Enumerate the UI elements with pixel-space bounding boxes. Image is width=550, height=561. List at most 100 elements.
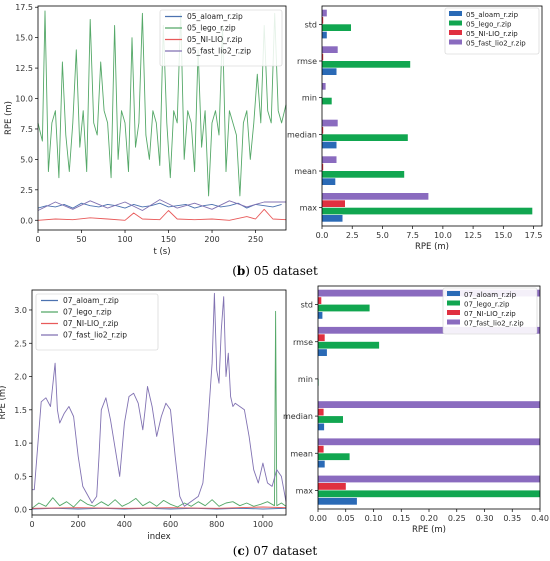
y-tick-label: 2.5: [20, 186, 33, 195]
bar-mean: [318, 460, 325, 468]
chart-07-line: 0 200 400 600 800 1000 0.0 0.5 1.0 1.5 2.0 2.5 3.0 in…: [0, 289, 287, 542]
category-label: median: [283, 412, 313, 421]
x-tick-label: 800: [209, 520, 224, 529]
x-tick-label: 0.15: [392, 514, 410, 523]
category-label: mean: [294, 167, 317, 176]
legend-label: 07_fast_lio2_r.zip: [464, 320, 524, 328]
x-tick-label: 17.5: [525, 231, 543, 240]
category-label: median: [287, 130, 317, 139]
x-tick-label: 400: [117, 520, 132, 529]
caption-paren-close: ): [245, 264, 250, 278]
series-line: [37, 199, 286, 211]
y-tick-label: 1.0: [14, 439, 27, 448]
bar-std: [318, 289, 540, 297]
bar-mean: [318, 438, 540, 446]
bar-median: [318, 401, 540, 408]
legend-label: 05_fast_lio2_r.zip: [466, 40, 526, 48]
bar-median: [322, 127, 324, 134]
bar-max: [322, 193, 429, 200]
x-tick-label: 10.0: [434, 231, 452, 240]
legend-swatch: [447, 319, 460, 325]
caption-bottom: (c) 07 dataset: [233, 544, 318, 558]
x-tick-label: 7.5: [406, 231, 419, 240]
bar-rmse: [318, 349, 327, 356]
legend: 07_aloam_r.zip07_lego_r.zip07_NI-LIO_r.z…: [442, 287, 538, 335]
bar-rmse: [318, 326, 540, 334]
series-line: [31, 310, 287, 509]
bar-max: [322, 215, 343, 222]
x-tick-label: 0.30: [476, 514, 494, 523]
category-label: std: [301, 301, 313, 310]
category-label: std: [305, 20, 317, 29]
x-tick-label: 200: [71, 520, 86, 529]
bar-median: [322, 141, 337, 149]
caption-paren-close: ): [245, 544, 250, 558]
bar-max: [322, 200, 345, 207]
y-tick-label: 7.5: [20, 125, 33, 134]
bar-mean: [318, 445, 324, 453]
legend-swatch: [449, 39, 462, 45]
legend-swatch: [447, 300, 460, 306]
plot-area: [321, 5, 543, 227]
bar-std: [322, 9, 327, 17]
bar-mean: [318, 453, 350, 461]
legend-box: [442, 287, 538, 335]
bar-min: [322, 83, 326, 90]
bar-min: [322, 97, 332, 105]
x-tick-label: 250: [248, 235, 263, 244]
bar-mean: [322, 171, 405, 178]
legend-swatch: [449, 20, 462, 26]
caption-text: 07 dataset: [249, 544, 317, 558]
legend-label: 07_aloam_r.zip: [464, 291, 517, 299]
y-tick-label: 15.0: [15, 34, 33, 43]
y-tick-label: 0.0: [20, 216, 33, 225]
bar-max: [318, 497, 357, 505]
category-label: rmse: [297, 57, 317, 66]
legend-box: [444, 7, 540, 55]
y-tick-label: 12.5: [15, 64, 33, 73]
caption-paren-open: (: [233, 544, 238, 558]
x-tick-label: 100: [117, 235, 132, 244]
category-label: max: [300, 204, 318, 213]
y-tick-label: 5.0: [20, 155, 33, 164]
category-label: max: [296, 486, 314, 495]
bar-max: [318, 490, 540, 498]
bar-median: [318, 408, 324, 416]
x-tick-label: 0.0: [316, 231, 329, 240]
bar-rmse: [318, 334, 325, 342]
bar-rmse: [322, 68, 337, 75]
category-label: min: [302, 94, 317, 103]
series-line: [32, 292, 287, 507]
legend-swatch: [449, 11, 462, 16]
legend-swatch: [449, 30, 462, 35]
bar-std: [322, 17, 324, 24]
y-axis-label: RPE (m): [4, 101, 14, 135]
chart-05-bar: max mean median min rmse std 0.0 2.5 5.0 7.5 10.0 1…: [287, 5, 543, 252]
legend-label: 07_lego_r.zip: [464, 301, 510, 309]
series-line: [31, 507, 287, 510]
x-tick-label: 150: [161, 235, 176, 244]
bar-max: [322, 207, 533, 215]
legend-swatch: [447, 291, 460, 296]
plot-area: [37, 5, 287, 231]
series-line: [37, 202, 282, 209]
x-tick-label: 0.05: [337, 514, 355, 523]
x-tick-label: 12.5: [464, 231, 482, 240]
x-tick-label: 0: [35, 235, 40, 244]
x-axis-label: index: [147, 532, 170, 542]
bar-median: [318, 423, 325, 431]
bar-rmse: [322, 61, 411, 68]
x-tick-label: 0.20: [420, 514, 438, 523]
x-tick-label: 0.10: [365, 514, 383, 523]
series-line: [37, 208, 287, 221]
bar-rmse: [322, 46, 338, 53]
x-tick-label: 0: [29, 520, 34, 529]
legend-label: 05_NI-LIO_r.zip: [466, 30, 518, 38]
legend: 07_aloam_r.zip07_lego_r.zip07_NI-LIO_r.z…: [35, 293, 159, 351]
y-tick-label: 10.0: [15, 95, 33, 104]
caption-top: (b) 05 dataset: [232, 264, 318, 278]
y-tick-label: 2.5: [14, 339, 27, 348]
y-tick-label: 1.5: [14, 406, 27, 415]
x-tick-label: 1000: [253, 520, 273, 529]
x-tick-label: 2.5: [346, 231, 359, 240]
